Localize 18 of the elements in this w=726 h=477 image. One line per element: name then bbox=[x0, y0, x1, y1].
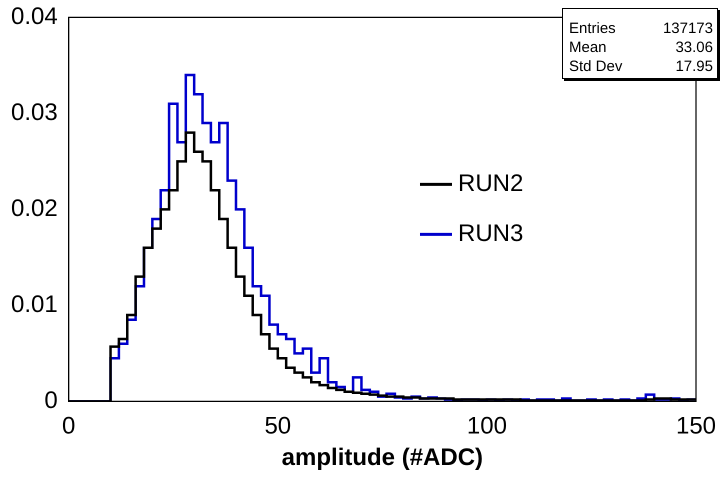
y-tick-label: 0.04 bbox=[10, 3, 58, 30]
y-tick-label: 0.01 bbox=[10, 291, 58, 318]
annotation: 33.06 bbox=[675, 38, 713, 57]
annotation: Mean bbox=[569, 38, 607, 57]
legend-label: RUN2 bbox=[458, 170, 524, 198]
annotation: Std Dev bbox=[569, 57, 622, 76]
x-axis-title: amplitude (#ADC) bbox=[282, 444, 484, 472]
x-tick-label: 150 bbox=[676, 412, 716, 440]
x-tick-label: 50 bbox=[264, 412, 292, 440]
legend-label: RUN3 bbox=[458, 220, 524, 248]
x-tick-label: 100 bbox=[466, 412, 507, 440]
x-tick-label: 0 bbox=[62, 412, 76, 440]
annotation: 137173 bbox=[662, 19, 713, 38]
y-tick-label: 0.02 bbox=[10, 195, 58, 222]
annotation: 17.95 bbox=[675, 57, 713, 76]
y-tick-label: 0.03 bbox=[10, 99, 58, 126]
annotation: Entries bbox=[569, 19, 616, 38]
y-tick-label: 0 bbox=[44, 387, 58, 414]
